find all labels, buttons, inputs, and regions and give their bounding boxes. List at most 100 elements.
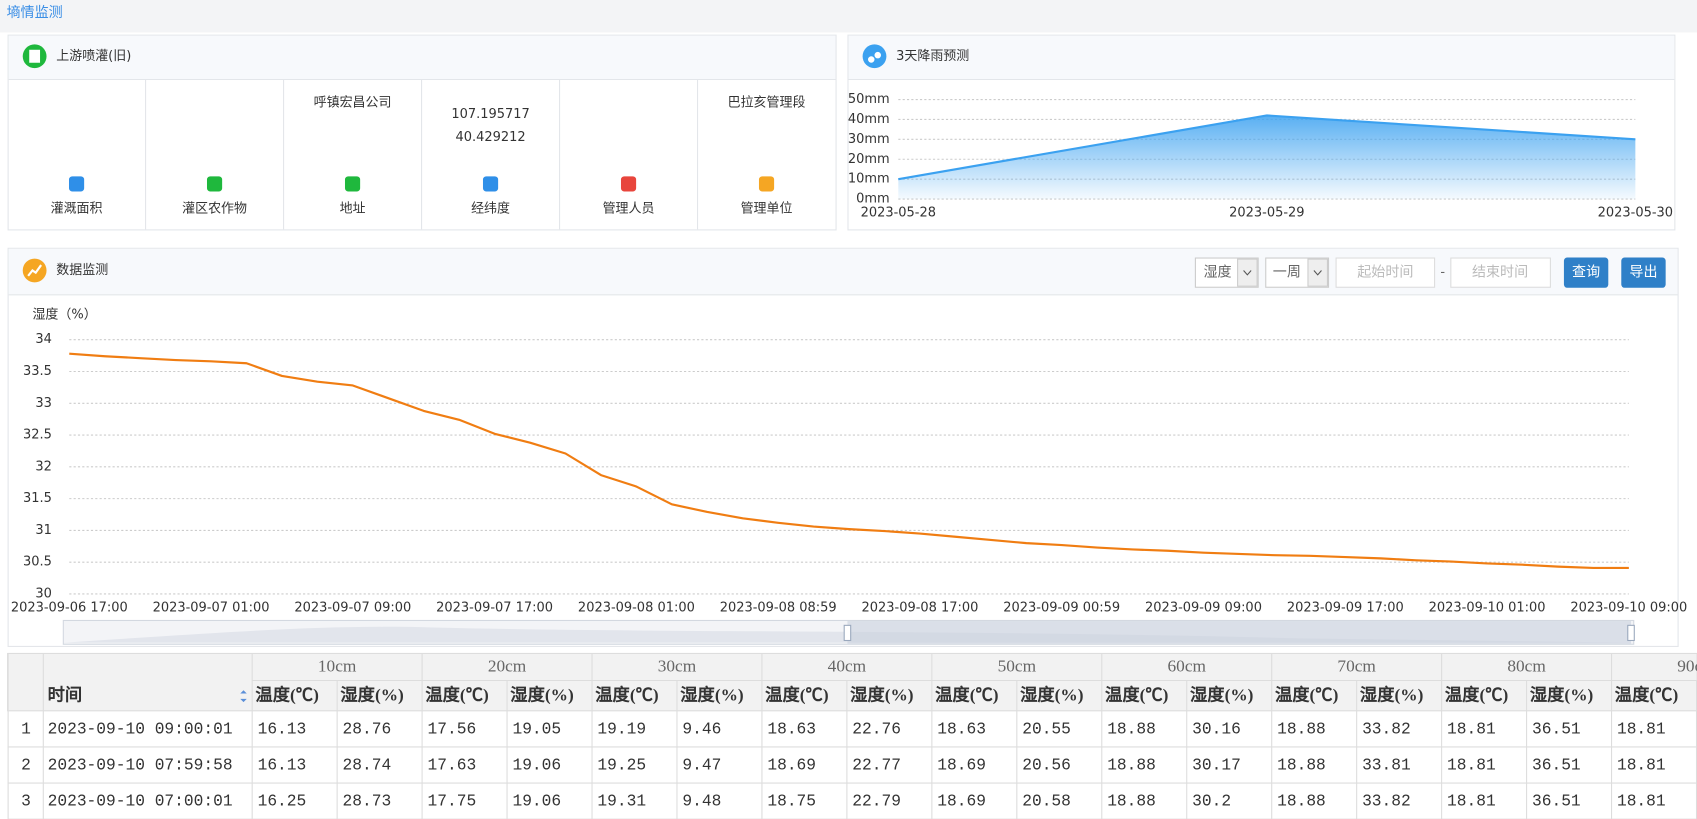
cell: 36.51 (1532, 719, 1581, 738)
depth-header: 40cm (828, 657, 867, 676)
start-placeholder: 起始时间 (1357, 265, 1413, 281)
cell: 18.88 (1277, 719, 1326, 738)
query-button[interactable] (1563, 257, 1609, 288)
cell: 18.88 (1277, 756, 1326, 775)
cell: 17.56 (428, 719, 477, 738)
y-axis-label: 湿度（%） (32, 306, 96, 322)
cell: 30.2 (1192, 792, 1231, 811)
depth-header: 70cm (1337, 657, 1376, 676)
row-index: 3 (21, 792, 31, 811)
cell: 18.81 (1447, 756, 1496, 775)
sub-header: 湿度(%) (340, 685, 403, 705)
slider-handle[interactable] (843, 624, 852, 642)
x-tick-label: 2023-09-08 08:59 (720, 601, 837, 616)
cell: 18.88 (1107, 756, 1156, 775)
y-tick-label: 40mm (848, 112, 890, 127)
cell: 19.19 (597, 719, 646, 738)
item-icon (68, 176, 85, 192)
cell: 19.31 (597, 792, 646, 811)
panel-header (8, 35, 836, 79)
start-input[interactable] (1335, 257, 1436, 288)
x-tick-label: 2023-09-06 17:00 (11, 601, 128, 616)
row-time: 2023-09-10 07:00:01 (48, 792, 233, 811)
row-index: 1 (21, 719, 31, 738)
x-tick-label: 2023-05-29 (1229, 206, 1304, 221)
cell: 18.88 (1107, 792, 1156, 811)
cell: 22.76 (852, 719, 901, 738)
panel-icon (27, 264, 43, 277)
cell: 18.63 (767, 719, 816, 738)
row-time: 2023-09-10 09:00:01 (48, 719, 233, 738)
sub-header: 温度(℃) (1445, 685, 1508, 705)
sub-header: 温度(℃) (255, 685, 318, 705)
end-input[interactable] (1450, 257, 1551, 288)
item-icon (758, 176, 775, 192)
cell: 28.74 (343, 756, 392, 775)
slider-handle[interactable] (1627, 624, 1635, 642)
cell: 16.13 (258, 756, 307, 775)
item-icon (206, 176, 223, 192)
y-tick-label: 30 (35, 586, 52, 601)
sub-header: 湿度(%) (1360, 685, 1423, 705)
sub-header: 湿度(%) (510, 685, 573, 705)
x-tick-label: 2023-09-07 17:00 (436, 601, 553, 616)
select-arrow (1313, 270, 1322, 276)
y-tick-label: 33.5 (23, 364, 52, 379)
slider-window[interactable] (847, 621, 1632, 644)
sub-header: 湿度(%) (850, 685, 913, 705)
x-tick-label: 2023-09-09 00:59 (1003, 601, 1120, 616)
select-arrow[interactable] (1237, 258, 1258, 287)
data-panel (7, 247, 1679, 647)
y-tick-label: 32 (35, 459, 52, 474)
x-tick-label: 2023-09-08 01:00 (578, 601, 695, 616)
panel-title: 数据监测 (56, 263, 108, 278)
sub-header: 温度(℃) (935, 685, 998, 705)
cell: 18.69 (937, 756, 986, 775)
cell: 16.25 (258, 792, 307, 811)
query-label: 查询 (1572, 265, 1600, 281)
page-title: 墒情监测 (6, 5, 62, 21)
select-arrow (1243, 270, 1252, 276)
select-arrow[interactable] (1307, 258, 1328, 287)
x-tick-label: 2023-09-09 09:00 (1145, 601, 1262, 616)
cell: 9.48 (682, 792, 721, 811)
sub-header: 湿度(%) (680, 685, 743, 705)
x-tick-label: 2023-09-07 09:00 (294, 601, 411, 616)
cell: 19.06 (512, 792, 561, 811)
cell: 18.88 (1277, 792, 1326, 811)
cell: 28.76 (343, 719, 392, 738)
item-label: 灌区农作物 (182, 201, 247, 216)
sub-header: 温度(℃) (1105, 685, 1168, 705)
x-tick-label: 2023-09-08 17:00 (862, 601, 979, 616)
panel-icon (22, 258, 47, 283)
cell: 9.46 (682, 719, 721, 738)
cell: 20.55 (1022, 719, 1071, 738)
item-label: 经纬度 (471, 200, 510, 216)
export-button[interactable] (1621, 257, 1666, 288)
y-tick-label: 50mm (848, 92, 890, 107)
item-icon (620, 176, 637, 192)
y-tick-label: 31.5 (23, 491, 52, 506)
depth-header: 20cm (488, 657, 527, 676)
panel-icon (874, 51, 881, 59)
y-tick-label: 34 (35, 332, 52, 347)
y-tick-label: 32.5 (23, 428, 52, 443)
sort-icon (240, 690, 247, 703)
table-header (7, 652, 1697, 712)
period-value: 一周 (1273, 265, 1301, 281)
cell: 18.69 (937, 792, 986, 811)
cell: 36.51 (1532, 792, 1581, 811)
x-tick-label: 2023-05-28 (861, 206, 936, 221)
y-tick-label: 0mm (856, 192, 890, 207)
cell: 18.81 (1617, 756, 1666, 775)
x-tick-label: 2023-09-09 17:00 (1287, 601, 1404, 616)
cell: 18.81 (1617, 719, 1666, 738)
cell: 28.73 (343, 792, 392, 811)
y-tick-label: 31 (35, 523, 52, 538)
sub-header: 湿度(%) (1020, 685, 1083, 705)
line (898, 114, 1636, 181)
cell: 18.81 (1447, 719, 1496, 738)
